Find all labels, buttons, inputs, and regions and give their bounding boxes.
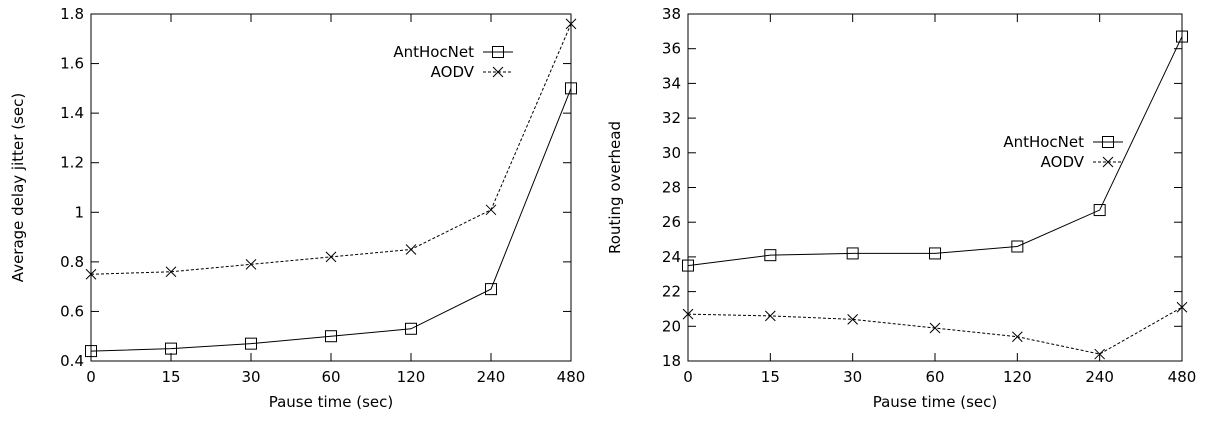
y-tick-label: 18 — [662, 352, 681, 370]
legend-label: AntHocNet — [1003, 133, 1084, 151]
y-tick-label: 24 — [662, 248, 681, 266]
y-tick-label: 30 — [662, 144, 681, 162]
overhead-chart: 18 20 22 24 26 28 30 32 34 36 38 0 15 30 60 120 240 480 Pa… — [606, 5, 1196, 411]
x-tick-label: 480 — [557, 368, 586, 386]
x-tick-label: 15 — [761, 368, 780, 386]
x-tick-label: 30 — [241, 368, 260, 386]
series-aodv — [85, 18, 577, 280]
square-marker — [1093, 204, 1106, 217]
square-marker — [325, 330, 337, 343]
x-axis-label: Pause time (sec) — [873, 393, 998, 411]
square-marker — [565, 82, 577, 95]
y-tick-label: 38 — [662, 5, 681, 23]
x-marker — [1094, 348, 1106, 360]
legend-label: AODV — [431, 63, 475, 81]
x-tick-label: 30 — [843, 368, 862, 386]
x-marker — [764, 310, 776, 322]
y-tick-label: 0.6 — [60, 302, 84, 320]
jitter-chart: 0.4 0.6 0.8 1 1.2 1.4 1.6 1.8 0 15 30 60 120 240 480 Pa… — [9, 5, 585, 411]
y-axis-label: Routing overhead — [606, 121, 624, 254]
x-marker — [1176, 301, 1188, 313]
x-tick-label: 120 — [1003, 368, 1032, 386]
x-tick-label: 120 — [397, 368, 426, 386]
y-tick-label: 1.6 — [60, 55, 84, 73]
square-marker — [682, 259, 694, 272]
square-marker — [846, 247, 859, 260]
x-marker — [325, 251, 337, 263]
y-tick-label: 32 — [662, 109, 681, 127]
plot-frame — [687, 13, 1183, 362]
series-line — [90, 23, 572, 275]
x-tick-label: 0 — [86, 368, 96, 386]
square-marker — [1102, 136, 1114, 148]
x-marker — [492, 66, 504, 78]
x-tick-label: 60 — [321, 368, 340, 386]
square-marker — [245, 337, 257, 350]
y-tick-label: 1.8 — [60, 5, 84, 23]
x-marker — [1102, 156, 1114, 168]
y-tick-label: 1.4 — [60, 104, 84, 122]
square-marker — [1176, 30, 1188, 43]
y-tick-label: 0.4 — [60, 352, 84, 370]
square-marker — [165, 342, 177, 355]
x-marker — [847, 314, 859, 325]
plot-frame — [90, 13, 572, 362]
x-marker — [1011, 331, 1023, 343]
series-aodv — [682, 301, 1188, 360]
square-marker — [492, 46, 504, 58]
x-tick-label: 240 — [1085, 368, 1114, 386]
x-tick-label: 15 — [161, 368, 180, 386]
square-marker — [929, 247, 941, 260]
y-tick-label: 0.8 — [60, 253, 84, 271]
square-marker — [764, 249, 777, 262]
y-axis-label: Average delay jitter (sec) — [9, 93, 27, 282]
square-marker — [405, 322, 417, 335]
y-tick-label: 20 — [662, 317, 681, 335]
series-line — [687, 36, 1183, 267]
legend-label: AntHocNet — [393, 43, 474, 61]
series-line — [90, 88, 572, 352]
x-marker — [565, 18, 577, 30]
x-marker — [485, 204, 497, 216]
y-tick-label: 22 — [662, 283, 681, 301]
x-marker — [405, 244, 417, 255]
series-anthocnet — [85, 82, 577, 358]
y-tick-label: 36 — [662, 40, 681, 58]
square-marker — [1011, 240, 1024, 253]
x-marker — [245, 258, 257, 270]
x-marker — [85, 268, 97, 280]
legend-label: AODV — [1041, 153, 1085, 171]
x-tick-label: 480 — [1168, 368, 1197, 386]
x-tick-label: 0 — [683, 368, 693, 386]
x-tick-label: 60 — [925, 368, 944, 386]
y-tick-label: 28 — [662, 179, 681, 197]
square-marker — [85, 345, 97, 358]
series-anthocnet — [682, 30, 1188, 272]
y-tick-label: 1 — [74, 203, 84, 221]
square-marker — [485, 283, 497, 296]
x-marker — [682, 308, 694, 320]
y-tick-label: 34 — [662, 74, 681, 92]
x-marker — [165, 266, 177, 278]
y-tick-label: 26 — [662, 213, 681, 231]
y-tick-label: 1.2 — [60, 154, 84, 172]
x-tick-label: 240 — [477, 368, 506, 386]
series-line — [687, 306, 1183, 355]
x-axis-label: Pause time (sec) — [269, 393, 394, 411]
x-marker — [929, 322, 941, 334]
